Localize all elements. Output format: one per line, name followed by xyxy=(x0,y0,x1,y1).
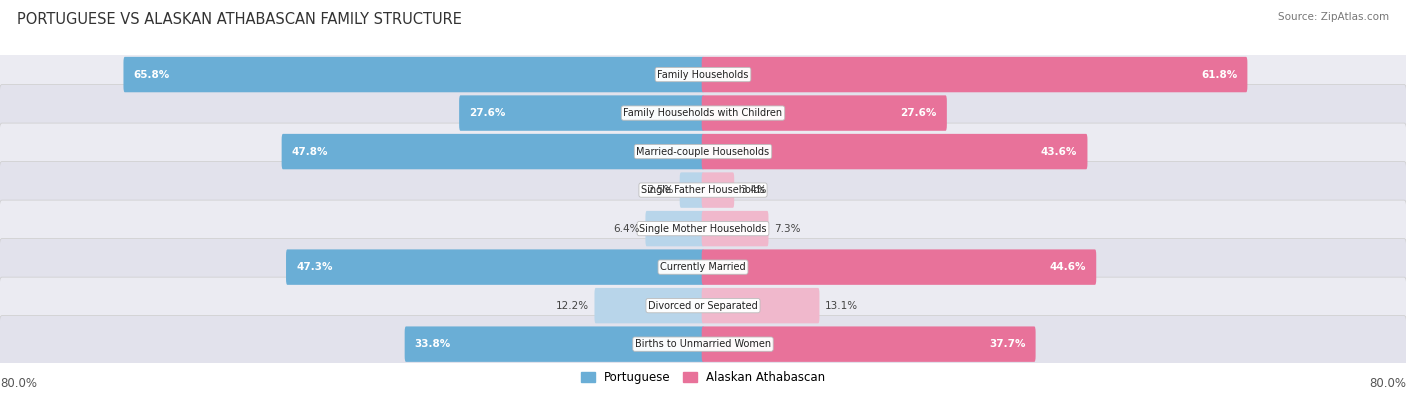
FancyBboxPatch shape xyxy=(702,57,1247,92)
Text: 33.8%: 33.8% xyxy=(415,339,451,349)
Text: 27.6%: 27.6% xyxy=(470,108,506,118)
FancyBboxPatch shape xyxy=(285,249,704,285)
FancyBboxPatch shape xyxy=(0,85,1406,141)
FancyBboxPatch shape xyxy=(702,326,1036,362)
Text: Single Father Households: Single Father Households xyxy=(641,185,765,195)
Legend: Portuguese, Alaskan Athabascan: Portuguese, Alaskan Athabascan xyxy=(576,367,830,389)
Text: Single Mother Households: Single Mother Households xyxy=(640,224,766,233)
Text: Divorced or Separated: Divorced or Separated xyxy=(648,301,758,310)
Text: 80.0%: 80.0% xyxy=(1369,377,1406,390)
Text: 3.4%: 3.4% xyxy=(740,185,766,195)
Text: 80.0%: 80.0% xyxy=(0,377,37,390)
FancyBboxPatch shape xyxy=(124,57,704,92)
FancyBboxPatch shape xyxy=(702,288,820,324)
Text: 12.2%: 12.2% xyxy=(555,301,589,310)
FancyBboxPatch shape xyxy=(679,172,704,208)
FancyBboxPatch shape xyxy=(645,211,704,246)
FancyBboxPatch shape xyxy=(702,172,734,208)
FancyBboxPatch shape xyxy=(0,162,1406,218)
Text: 47.8%: 47.8% xyxy=(292,147,328,156)
Text: Source: ZipAtlas.com: Source: ZipAtlas.com xyxy=(1278,12,1389,22)
Text: Family Households with Children: Family Households with Children xyxy=(623,108,783,118)
FancyBboxPatch shape xyxy=(702,211,769,246)
Text: 13.1%: 13.1% xyxy=(825,301,858,310)
Text: 43.6%: 43.6% xyxy=(1040,147,1077,156)
FancyBboxPatch shape xyxy=(0,123,1406,180)
Text: 6.4%: 6.4% xyxy=(613,224,640,233)
Text: 65.8%: 65.8% xyxy=(134,70,170,79)
Text: Family Households: Family Households xyxy=(658,70,748,79)
Text: 2.5%: 2.5% xyxy=(648,185,673,195)
FancyBboxPatch shape xyxy=(0,316,1406,372)
FancyBboxPatch shape xyxy=(702,249,1097,285)
Text: 7.3%: 7.3% xyxy=(775,224,800,233)
Text: 27.6%: 27.6% xyxy=(900,108,936,118)
FancyBboxPatch shape xyxy=(0,200,1406,257)
Text: Currently Married: Currently Married xyxy=(661,262,745,272)
Text: 37.7%: 37.7% xyxy=(988,339,1025,349)
Text: 61.8%: 61.8% xyxy=(1201,70,1237,79)
Text: Married-couple Households: Married-couple Households xyxy=(637,147,769,156)
Text: 44.6%: 44.6% xyxy=(1050,262,1087,272)
Text: PORTUGUESE VS ALASKAN ATHABASCAN FAMILY STRUCTURE: PORTUGUESE VS ALASKAN ATHABASCAN FAMILY … xyxy=(17,12,461,27)
Text: 47.3%: 47.3% xyxy=(297,262,333,272)
Text: Births to Unmarried Women: Births to Unmarried Women xyxy=(636,339,770,349)
FancyBboxPatch shape xyxy=(405,326,704,362)
FancyBboxPatch shape xyxy=(0,277,1406,334)
FancyBboxPatch shape xyxy=(0,239,1406,295)
FancyBboxPatch shape xyxy=(0,46,1406,103)
FancyBboxPatch shape xyxy=(460,95,704,131)
FancyBboxPatch shape xyxy=(702,95,946,131)
FancyBboxPatch shape xyxy=(702,134,1087,169)
FancyBboxPatch shape xyxy=(281,134,704,169)
FancyBboxPatch shape xyxy=(595,288,704,324)
